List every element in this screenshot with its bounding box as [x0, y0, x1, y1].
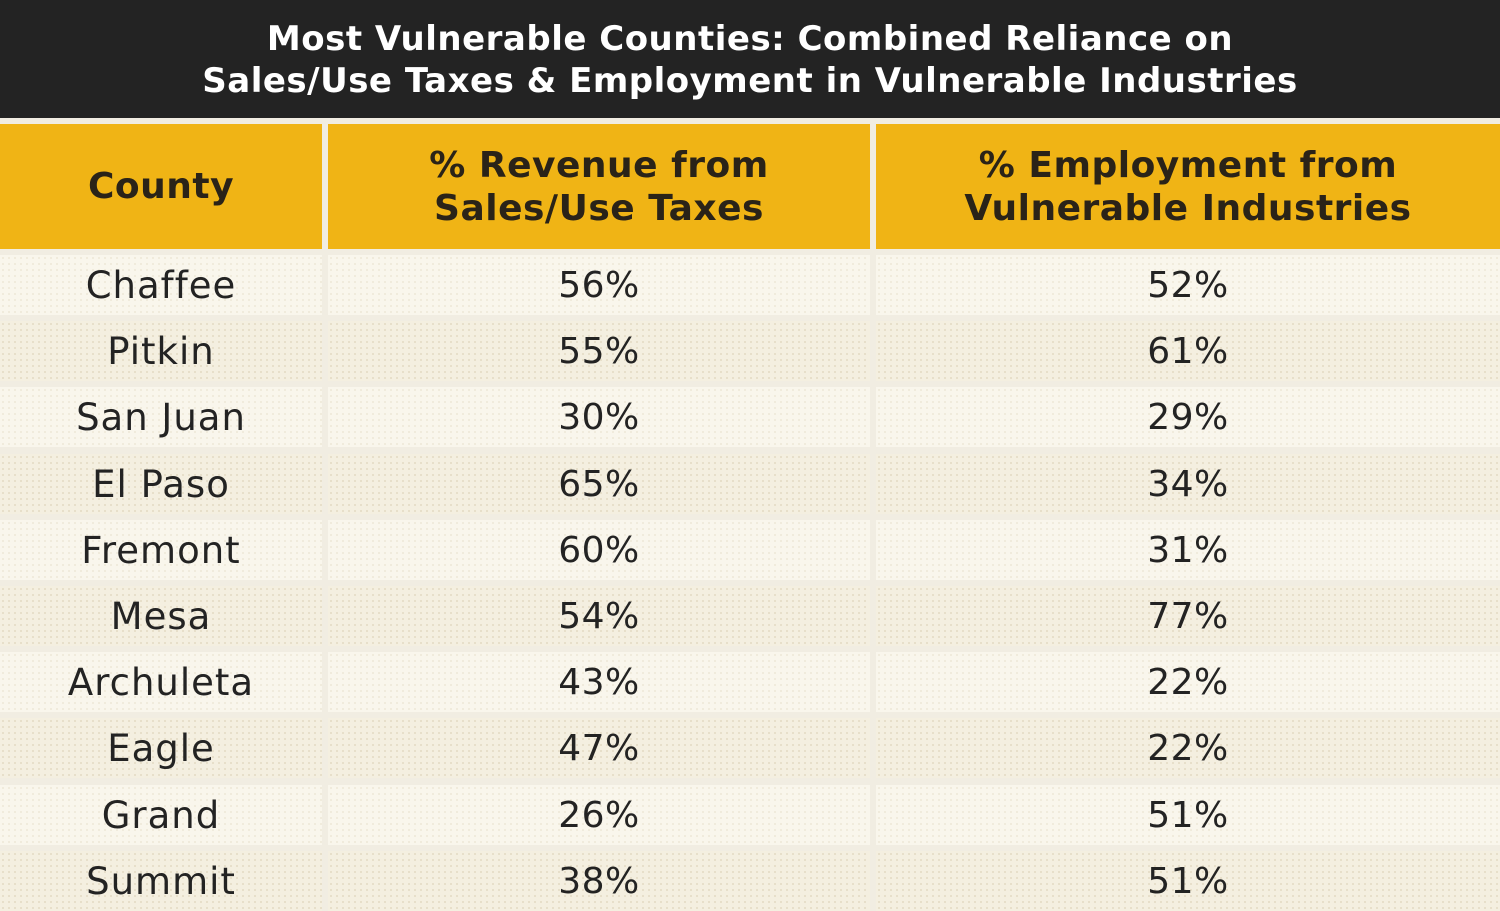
cell-employment: 31%	[876, 520, 1500, 580]
cell-county: Grand	[0, 785, 322, 845]
table-row: Summit 38% 51%	[0, 851, 1500, 911]
cell-county: Summit	[0, 851, 322, 911]
column-header-employment-line2: Vulnerable Industries	[964, 187, 1412, 229]
column-header-revenue: % Revenue from Sales/Use Taxes	[328, 124, 870, 249]
cell-revenue: 60%	[328, 520, 870, 580]
cell-revenue: 54%	[328, 586, 870, 646]
cell-revenue: 65%	[328, 454, 870, 514]
column-header-revenue-line2: Sales/Use Taxes	[434, 187, 764, 229]
table-row: El Paso 65% 34%	[0, 454, 1500, 514]
cell-county: El Paso	[0, 454, 322, 514]
title-line-1: Most Vulnerable Counties: Combined Relia…	[266, 19, 1234, 59]
table-row: Fremont 60% 31%	[0, 520, 1500, 580]
cell-county: San Juan	[0, 387, 322, 447]
cell-county: Archuleta	[0, 652, 322, 712]
cell-employment: 51%	[876, 785, 1500, 845]
cell-employment: 34%	[876, 454, 1500, 514]
cell-county: Chaffee	[0, 255, 322, 315]
column-header-county: County	[0, 124, 322, 249]
table-row: Mesa 54% 77%	[0, 586, 1500, 646]
column-header-employment: % Employment from Vulnerable Industries	[876, 124, 1500, 249]
table-row: Grand 26% 51%	[0, 785, 1500, 845]
cell-revenue: 55%	[328, 321, 870, 381]
column-header-revenue-line1: % Revenue from	[429, 144, 769, 186]
table-row: Chaffee 56% 52%	[0, 255, 1500, 315]
column-header-county-line1: County	[87, 166, 235, 207]
table-row: Archuleta 43% 22%	[0, 652, 1500, 712]
cell-county: Eagle	[0, 718, 322, 778]
table-row: San Juan 30% 29%	[0, 387, 1500, 447]
cell-county: Fremont	[0, 520, 322, 580]
cell-employment: 29%	[876, 387, 1500, 447]
cell-employment: 51%	[876, 851, 1500, 911]
cell-revenue: 26%	[328, 785, 870, 845]
column-header-employment-line1: % Employment from	[978, 144, 1398, 186]
cell-revenue: 30%	[328, 387, 870, 447]
table-row: Pitkin 55% 61%	[0, 321, 1500, 381]
cell-revenue: 47%	[328, 718, 870, 778]
cell-county: Mesa	[0, 586, 322, 646]
cell-employment: 61%	[876, 321, 1500, 381]
cell-revenue: 38%	[328, 851, 870, 911]
cell-revenue: 43%	[328, 652, 870, 712]
title-separator	[0, 118, 1500, 124]
cell-county: Pitkin	[0, 321, 322, 381]
title-line-2: Sales/Use Taxes & Employment in Vulnerab…	[202, 61, 1298, 101]
cell-employment: 22%	[876, 652, 1500, 712]
cell-employment: 22%	[876, 718, 1500, 778]
cell-employment: 77%	[876, 586, 1500, 646]
cell-revenue: 56%	[328, 255, 870, 315]
cell-employment: 52%	[876, 255, 1500, 315]
table-row: Eagle 47% 22%	[0, 718, 1500, 778]
title-bar: Most Vulnerable Counties: Combined Relia…	[0, 0, 1500, 118]
